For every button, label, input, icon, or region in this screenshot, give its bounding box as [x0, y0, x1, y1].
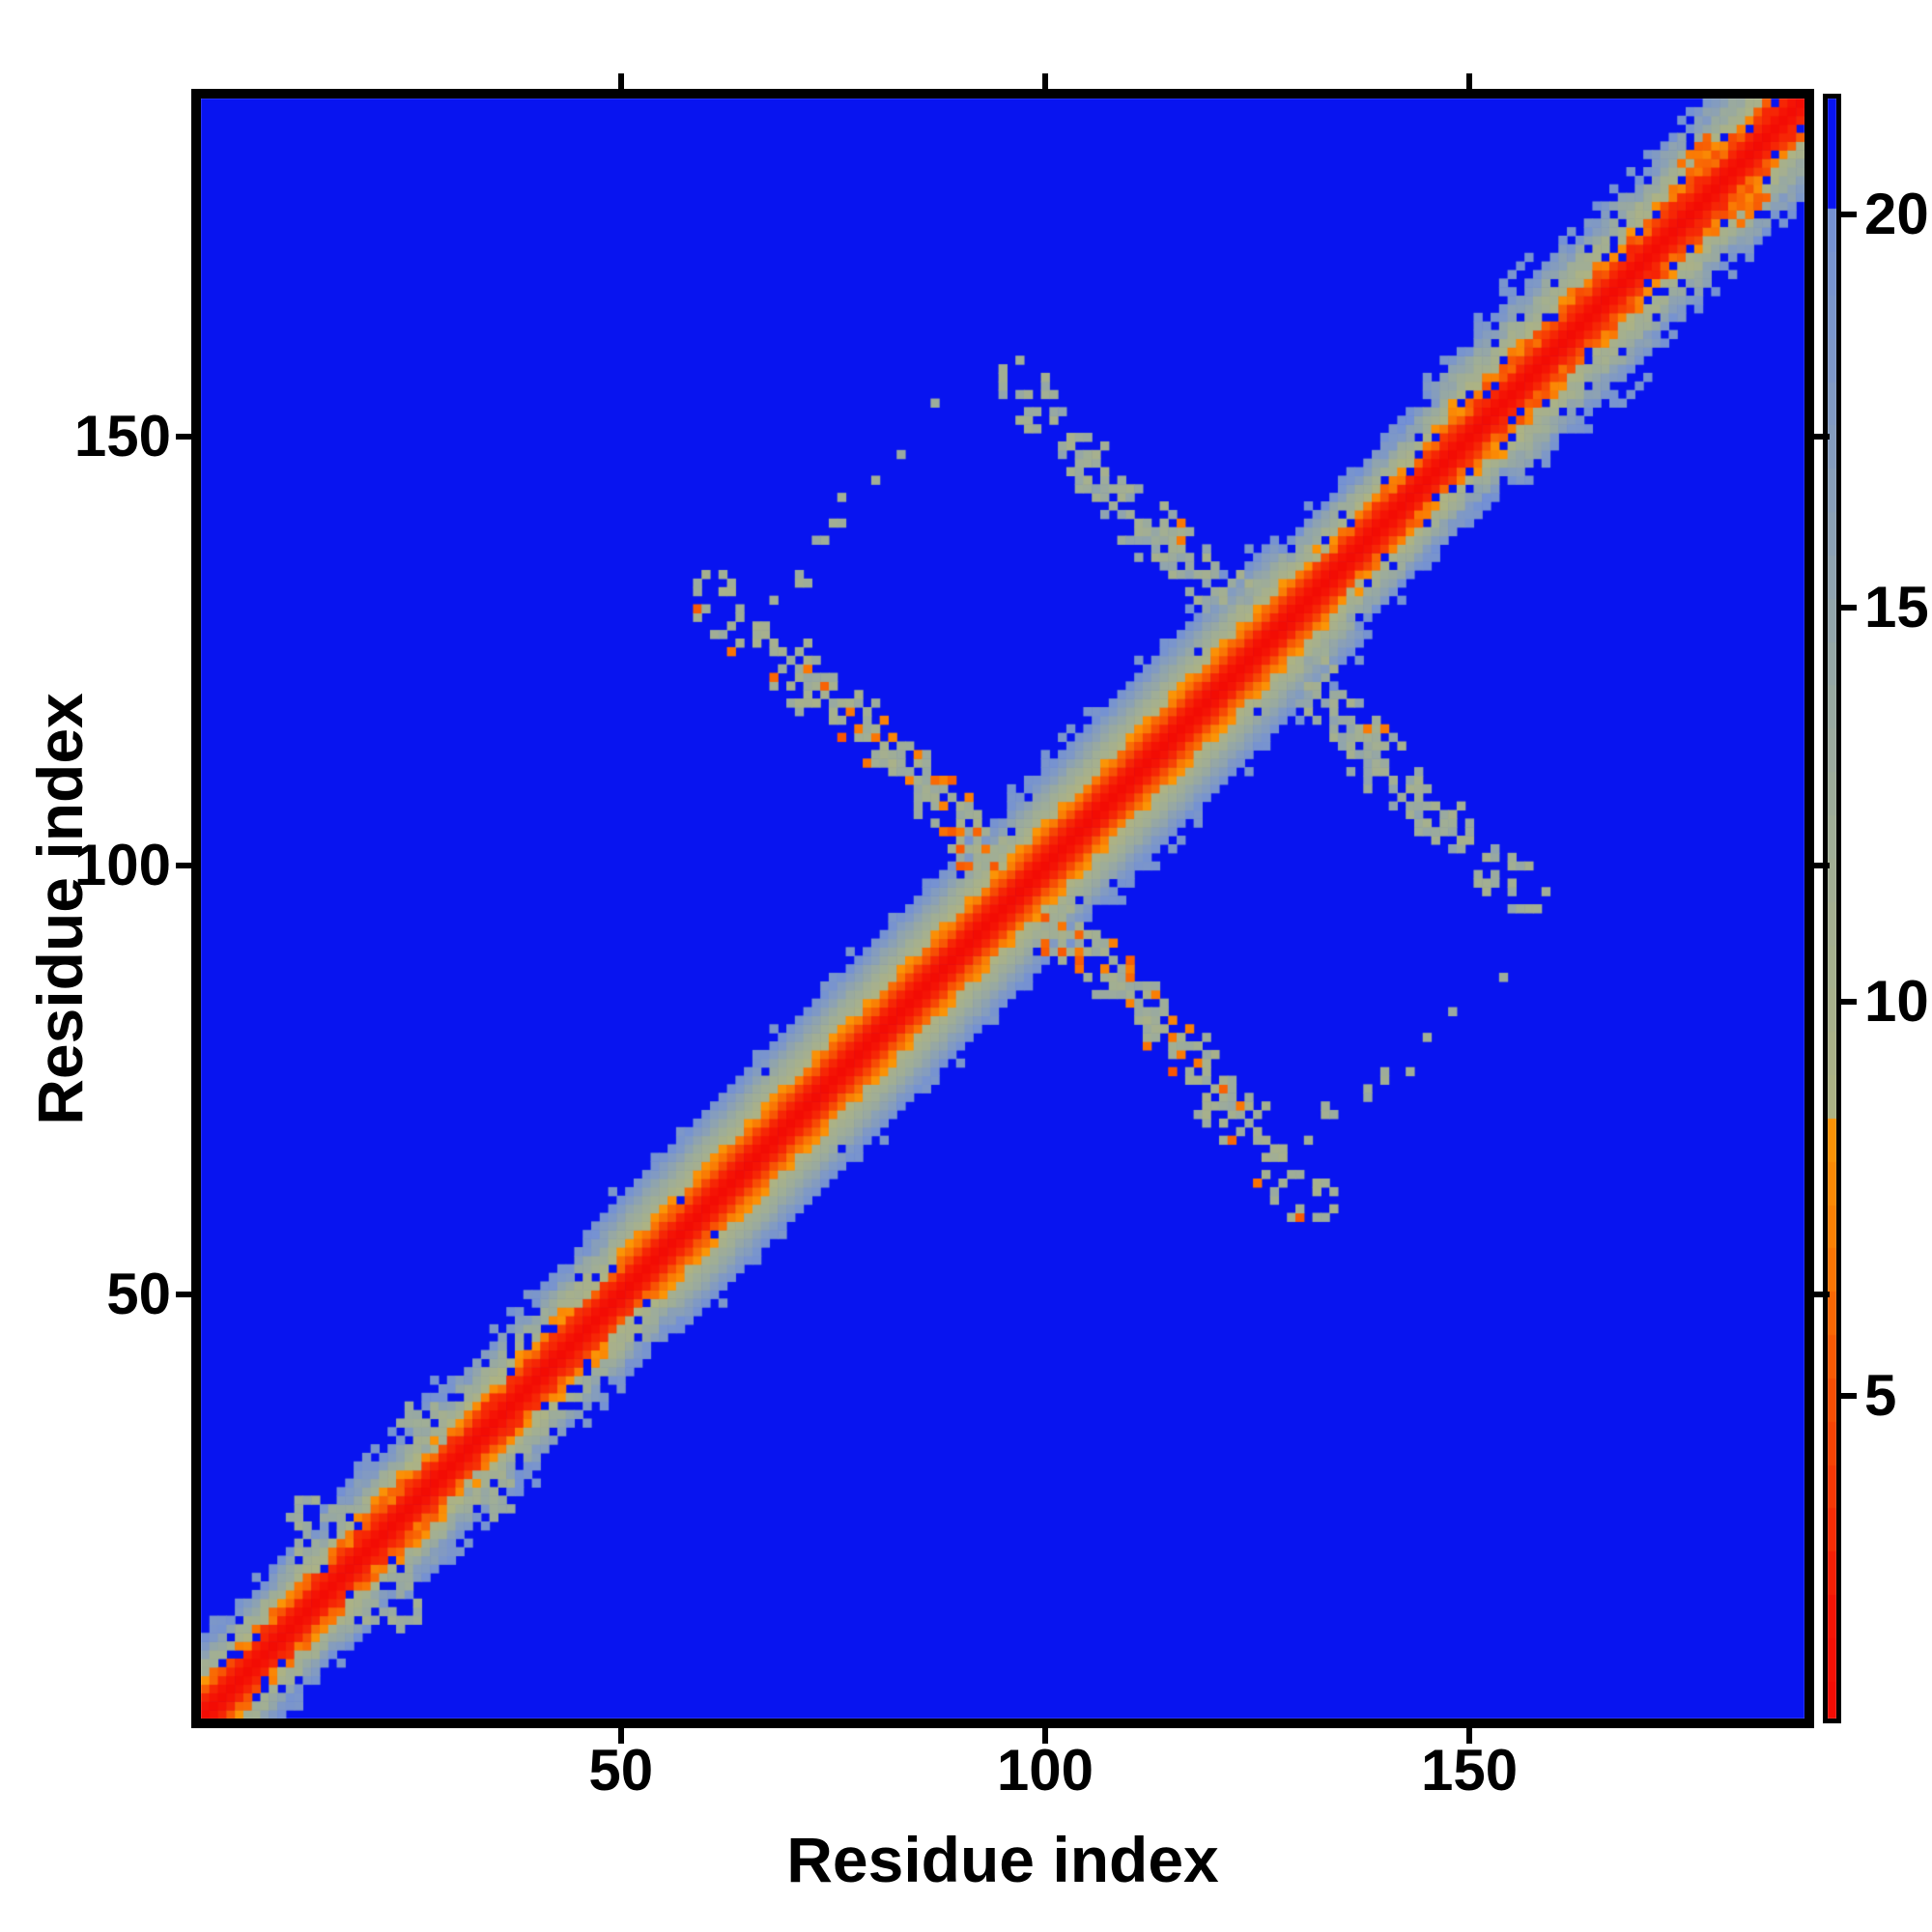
x-axis-tick-top [617, 73, 624, 89]
y-axis-tick [176, 1291, 191, 1297]
plot-border [191, 89, 1814, 1728]
x-axis-tick-top [1466, 73, 1473, 89]
colorbar-tick-label: 15 [1864, 575, 1929, 640]
colorbar-border [1823, 94, 1841, 1723]
y-axis-tick-right [1814, 863, 1830, 869]
colorbar-tick [1841, 605, 1857, 611]
y-axis-tick-label: 150 [73, 404, 171, 469]
x-axis-tick-label: 50 [588, 1738, 654, 1803]
x-axis-tick [1041, 1728, 1048, 1744]
colorbar-tick-label: 5 [1864, 1362, 1897, 1428]
y-axis-tick-right [1814, 434, 1830, 440]
x-axis-tick [617, 1728, 624, 1744]
colorbar-tick-label: 10 [1864, 969, 1929, 1035]
colorbar-tick [1841, 211, 1857, 217]
x-axis-tick-label: 100 [996, 1738, 1094, 1803]
y-axis-tick [176, 434, 191, 440]
y-axis-tick-right [1814, 1291, 1830, 1297]
y-axis-title: Residue index [24, 692, 96, 1125]
y-axis-tick [176, 863, 191, 869]
colorbar-tick [1841, 999, 1857, 1006]
colorbar-tick-label: 20 [1864, 181, 1929, 246]
y-axis-tick-label: 100 [73, 833, 171, 898]
x-axis-tick-top [1041, 73, 1048, 89]
y-axis-tick-label: 50 [106, 1261, 171, 1326]
x-axis-tick-label: 150 [1421, 1738, 1519, 1803]
colorbar-tick [1841, 1392, 1857, 1399]
x-axis-tick [1466, 1728, 1473, 1744]
x-axis-title: Residue index [786, 1824, 1219, 1895]
